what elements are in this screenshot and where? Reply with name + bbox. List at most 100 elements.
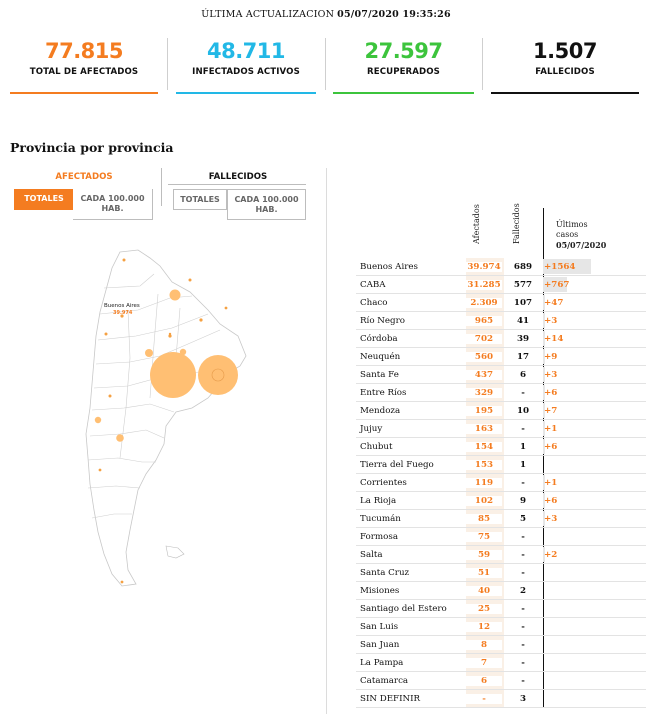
province-name: Mendoza [360, 406, 401, 416]
table-row[interactable]: San Juan 8 - [356, 636, 646, 654]
table-row[interactable]: Chubut 154 1 +6 [356, 438, 646, 456]
province-fallecidos: - [521, 532, 525, 542]
afectados-totales-button[interactable]: TOTALES [14, 189, 74, 210]
province-name: CABA [360, 280, 386, 290]
col-afectados: Afectados [472, 204, 481, 244]
province-name: Salta [360, 550, 383, 560]
table-row[interactable]: Neuquén 560 17 +9 [356, 348, 646, 366]
province-fallecidos: - [521, 604, 525, 614]
province-afectados: 7 [466, 658, 502, 668]
stat-infectados-activos-label: INFECTADOS ACTIVOS [192, 67, 300, 77]
bubble-mendoza[interactable] [108, 394, 112, 398]
afectados-header: AFECTADOS [55, 172, 113, 182]
province-afectados: 31.285 [466, 280, 502, 290]
fallecidos-per100k-button[interactable]: CADA 100.000 HAB. [227, 189, 306, 220]
new-cases-bar [543, 385, 545, 400]
bubble-formosa[interactable] [188, 278, 192, 282]
bubble-santa-fe[interactable] [179, 348, 187, 356]
province-name: Tierra del Fuego [360, 460, 434, 470]
province-fallecidos: - [521, 622, 525, 632]
new-cases-bar [543, 475, 545, 490]
bubble-chaco[interactable] [169, 289, 181, 301]
table-row[interactable]: Tucumán 85 5 +3 [356, 510, 646, 528]
new-cases-bar [543, 277, 567, 292]
province-afectados: 560 [466, 352, 502, 362]
stat-fallecidos-value: 1.507 [533, 39, 597, 63]
stat-total-afectados-label: TOTAL DE AFECTADOS [29, 67, 139, 77]
province-afectados: 51 [466, 568, 502, 578]
table-row[interactable]: Formosa 75 - [356, 528, 646, 546]
province-new-cases: +7 [544, 406, 558, 416]
table-row[interactable]: Entre Ríos 329 - +6 [356, 384, 646, 402]
table-row[interactable]: Santa Fe 437 6 +3 [356, 366, 646, 384]
stat-divider [167, 38, 168, 90]
new-cases-bar [543, 547, 545, 562]
table-row[interactable]: Misiones 40 2 [356, 582, 646, 600]
afectados-per100k-button[interactable]: CADA 100.000 HAB. [73, 189, 153, 220]
province-afectados: 965 [466, 316, 502, 326]
table-row[interactable]: Salta 59 - +2 [356, 546, 646, 564]
bubble-misiones[interactable] [224, 306, 228, 310]
col-ultimos: Últimos casos 05/07/2020 [556, 220, 616, 250]
table-row[interactable]: SIN DEFINIR - 3 [356, 690, 646, 708]
bubble-entre-rios[interactable] [168, 334, 172, 338]
tierra-del-fuego [165, 545, 185, 559]
table-row[interactable]: Jujuy 163 - +1 [356, 420, 646, 438]
province-name: Entre Ríos [360, 388, 407, 398]
table-row[interactable]: Tierra del Fuego 153 1 [356, 456, 646, 474]
province-name: Formosa [360, 532, 399, 542]
fallecidos-per100k-line2: HAB. [255, 205, 278, 214]
bubble-santiago[interactable] [168, 332, 172, 336]
new-cases-bar [543, 421, 545, 436]
province-name: Tucumán [360, 514, 401, 524]
stat-recuperados-label: RECUPERADOS [367, 67, 440, 77]
table-row[interactable]: Catamarca 6 - [356, 672, 646, 690]
col-ultimos-line2: casos [556, 230, 579, 239]
province-new-cases: +3 [544, 514, 558, 524]
province-name: Catamarca [360, 676, 409, 686]
bubble-corrientes[interactable] [199, 318, 203, 322]
province-new-cases: +6 [544, 388, 558, 398]
table-row[interactable]: Mendoza 195 10 +7 [356, 402, 646, 420]
province-fallecidos: 1 [519, 460, 527, 470]
map-label-name: Buenos Aires [104, 303, 140, 309]
bubble-chubut[interactable] [98, 468, 102, 472]
province-name: SIN DEFINIR [360, 694, 421, 704]
province-fallecidos: 10 [516, 406, 530, 416]
table-row[interactable]: Río Negro 965 41 +3 [356, 312, 646, 330]
province-fallecidos: - [521, 388, 525, 398]
new-cases-bar [543, 295, 545, 310]
table-row[interactable]: Córdoba 702 39 +14 [356, 330, 646, 348]
province-fallecidos: 41 [516, 316, 530, 326]
table-row[interactable]: La Pampa 7 - [356, 654, 646, 672]
table-row[interactable]: San Luis 12 - [356, 618, 646, 636]
province-fallecidos: - [521, 640, 525, 650]
province-fallecidos: 689 [513, 262, 533, 272]
province-fallecidos: 39 [516, 334, 530, 344]
bubble-neuquen[interactable] [94, 416, 102, 424]
fallecidos-header: FALLECIDOS [208, 172, 268, 182]
table-row[interactable]: Santa Cruz 51 - [356, 564, 646, 582]
province-name: La Rioja [360, 496, 397, 506]
bubble-cordoba[interactable] [145, 349, 153, 357]
table-row[interactable]: Corrientes 119 - +1 [356, 474, 646, 492]
bubble-tucuman[interactable] [120, 314, 124, 318]
province-afectados: 12 [466, 622, 502, 632]
bubble-la-rioja[interactable] [104, 332, 108, 336]
bubble-tierra-del-fuego[interactable] [120, 580, 124, 584]
bubble-caba[interactable] [198, 355, 238, 395]
province-fallecidos: 1 [519, 442, 527, 452]
table-row[interactable]: La Rioja 102 9 +6 [356, 492, 646, 510]
stat-fallecidos-label: FALLECIDOS [535, 67, 595, 77]
table-row[interactable]: CABA 31.285 577 +767 [356, 276, 646, 294]
col-fallecidos: Fallecidos [512, 203, 521, 244]
argentina-map[interactable]: Buenos Aires 39.974 [80, 248, 250, 598]
table-row[interactable]: Chaco 2.309 107 +47 [356, 294, 646, 312]
table-row[interactable]: Santiago del Estero 25 - [356, 600, 646, 618]
bubble-jujuy[interactable] [122, 258, 126, 262]
bubble-rio-negro[interactable] [116, 434, 124, 442]
table-row[interactable]: Buenos Aires 39.974 689 +1564 [356, 258, 646, 276]
province-fallecidos: - [521, 658, 525, 668]
bubble-buenos-aires[interactable] [150, 352, 196, 398]
fallecidos-totales-button[interactable]: TOTALES [173, 189, 227, 210]
